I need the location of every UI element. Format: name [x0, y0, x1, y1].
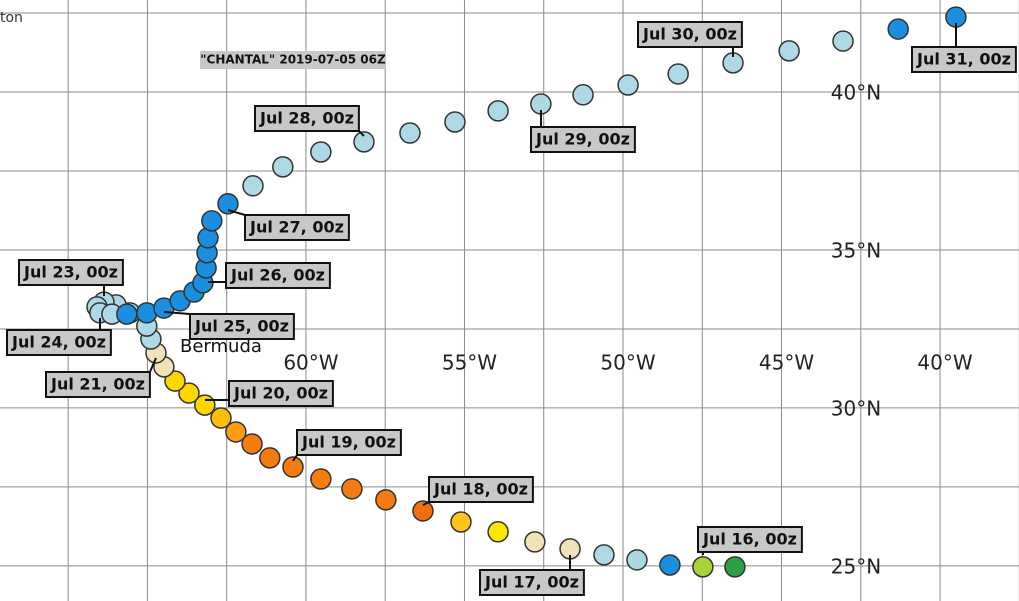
label-box	[637, 21, 743, 48]
date-label: Jul 21, 00z	[50, 375, 145, 394]
label-box	[254, 105, 360, 132]
label-box	[244, 214, 350, 241]
track-point	[116, 303, 138, 325]
coordinate-labels: 60°W 55°W 50°W 45°W 40°W 25°N 30°N 35°N 40°N	[283, 80, 973, 578]
place-label: Bermuda	[180, 336, 262, 357]
track-point	[487, 100, 509, 122]
label-box	[228, 380, 334, 407]
date-label: Jul 24, 00z	[11, 333, 106, 352]
track-point	[524, 531, 546, 553]
track-point	[412, 500, 434, 522]
track-point	[259, 447, 281, 469]
track-point	[217, 193, 239, 215]
label-box	[225, 262, 331, 289]
track-point	[572, 84, 594, 106]
label-pointer	[227, 209, 246, 216]
label-box	[6, 329, 112, 356]
track-point	[450, 511, 472, 533]
label-box	[189, 313, 295, 340]
track-point	[617, 74, 639, 96]
track-point	[375, 489, 397, 511]
label-box	[296, 429, 402, 456]
track-point	[399, 122, 421, 144]
corner-text: ton	[0, 10, 23, 26]
lat-label: 35°N	[831, 238, 881, 262]
date-label: Jul 29, 00z	[535, 130, 630, 149]
track-point	[282, 456, 304, 478]
track-point	[626, 549, 648, 571]
lon-label: 45°W	[759, 351, 814, 375]
lat-label: 40°N	[831, 80, 881, 104]
track-point	[487, 521, 509, 543]
date-label: Jul 17, 00z	[484, 573, 579, 592]
label-pointer	[148, 357, 157, 373]
track-point	[201, 210, 223, 232]
date-label: Jul 26, 00z	[230, 266, 325, 285]
track-point	[178, 382, 200, 404]
map-title: "CHANTAL" 2019-07-05 06Z	[200, 53, 386, 67]
date-label: Jul 18, 00z	[433, 480, 528, 499]
label-box	[911, 46, 1017, 73]
lon-label: 50°W	[600, 351, 655, 375]
date-label: Jul 31, 00z	[916, 50, 1011, 69]
label-box	[697, 526, 803, 553]
lon-label: 60°W	[283, 351, 338, 375]
label-box	[530, 126, 636, 153]
track-point	[310, 468, 332, 490]
track-point	[241, 433, 263, 455]
track-point	[310, 141, 332, 163]
label-box	[18, 259, 124, 286]
date-label: Jul 16, 00z	[702, 530, 797, 549]
track-point	[341, 478, 363, 500]
track-point	[692, 556, 714, 578]
label-pointer	[163, 311, 191, 315]
lon-label: 40°W	[917, 351, 972, 375]
title-box	[200, 51, 386, 69]
track-point	[887, 18, 909, 40]
storm-track	[86, 6, 967, 578]
label-box	[45, 371, 151, 398]
track-point	[593, 544, 615, 566]
label-box	[479, 569, 585, 596]
date-label: Jul 30, 00z	[642, 25, 737, 44]
date-label: Jul 19, 00z	[301, 433, 396, 452]
date-label: Jul 20, 00z	[233, 384, 328, 403]
date-labels: Jul 16, 00z Jul 17, 00z Jul 18, 00z Jul 19,…	[6, 21, 1017, 596]
lon-label: 55°W	[442, 351, 497, 375]
date-label: Jul 28, 00z	[259, 109, 354, 128]
track-point	[659, 554, 681, 576]
lat-label: 25°N	[831, 554, 881, 578]
track-point	[225, 421, 247, 443]
track-point	[353, 131, 375, 153]
track-point	[778, 40, 800, 62]
track-point	[832, 30, 854, 52]
track-point	[210, 407, 232, 429]
date-label: Jul 23, 00z	[23, 263, 118, 282]
track-point	[164, 370, 186, 392]
track-point	[724, 556, 746, 578]
track-point	[667, 63, 689, 85]
track-point	[272, 156, 294, 178]
date-label: Jul 25, 00z	[194, 317, 289, 336]
track-point	[444, 111, 466, 133]
track-point	[242, 175, 264, 197]
lat-label: 30°N	[831, 396, 881, 420]
label-box	[428, 476, 534, 503]
date-label: Jul 27, 00z	[249, 218, 344, 237]
